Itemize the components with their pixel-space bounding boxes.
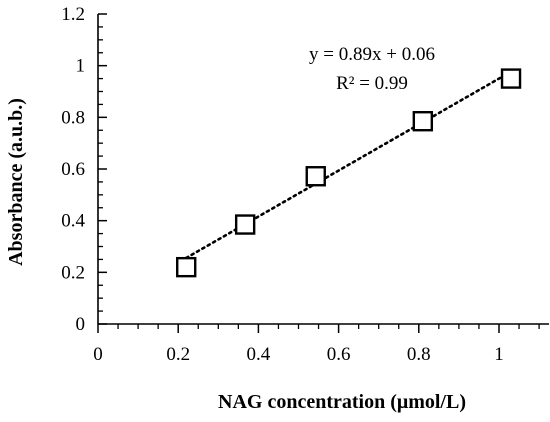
data-points bbox=[176, 68, 522, 278]
y-axis-title: Absorbance (a.u.b.) bbox=[5, 98, 27, 266]
x-tick-label: 0.2 bbox=[166, 344, 190, 365]
y-tick-label: 0.6 bbox=[61, 159, 85, 180]
data-point bbox=[305, 166, 326, 187]
tick-labels: 0 0.2 0.4 0.6 0.8 1 0 0.2 0.4 0.6 0.8 1 1.2 bbox=[61, 4, 504, 365]
x-tick-label: 0.8 bbox=[407, 344, 431, 365]
x-tick-label: 0 bbox=[93, 344, 103, 365]
x-tick-label: 0.4 bbox=[247, 344, 271, 365]
axis-ticks bbox=[97, 13, 540, 333]
y-tick-label: 0.8 bbox=[61, 107, 85, 128]
data-point bbox=[412, 111, 434, 132]
x-tick-label: 0.6 bbox=[327, 344, 351, 365]
data-point bbox=[234, 214, 256, 235]
y-tick-label: 0.2 bbox=[61, 262, 85, 283]
x-tick-label: 1 bbox=[494, 344, 504, 365]
data-point bbox=[176, 256, 197, 278]
r-squared-label: R² = 0.99 bbox=[336, 73, 408, 94]
y-tick-label: 1.2 bbox=[61, 4, 85, 25]
y-tick-label: 0.4 bbox=[61, 211, 85, 232]
trendline bbox=[184, 70, 513, 260]
y-tick-label: 1 bbox=[76, 56, 86, 77]
x-axis-title: NAG concentration (μmol/L) bbox=[218, 391, 466, 413]
equation-label: y = 0.89x + 0.06 bbox=[309, 44, 435, 65]
y-tick-label: 0 bbox=[76, 314, 86, 335]
data-point bbox=[500, 68, 522, 89]
